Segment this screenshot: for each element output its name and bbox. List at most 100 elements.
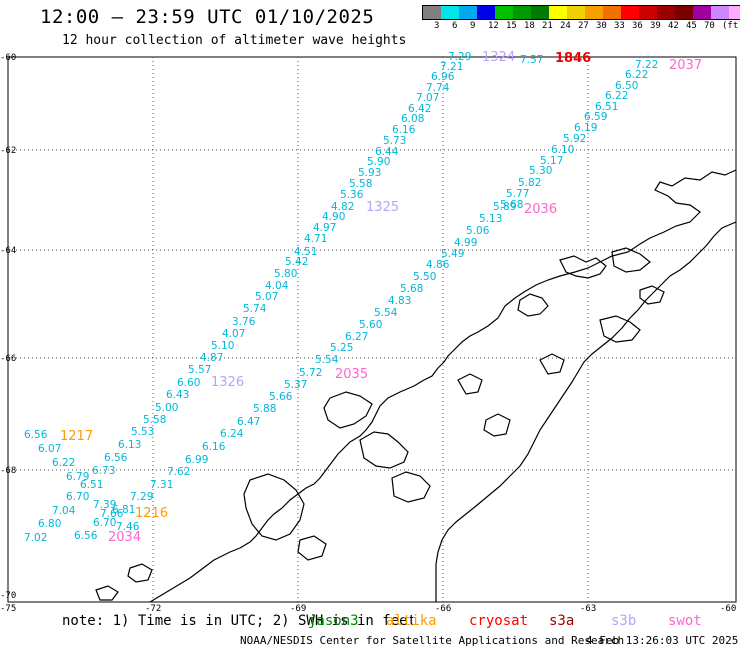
- swh-value: 5.73: [383, 135, 406, 147]
- color-scale-label: 9: [470, 21, 476, 31]
- swh-value: 6.44: [375, 146, 399, 158]
- swh-value: 5.93: [358, 167, 381, 179]
- color-scale-label: 21: [542, 21, 553, 31]
- swh-value: 7.74: [426, 82, 450, 94]
- swh-value: 6.51: [595, 101, 618, 113]
- swh-value: 7.66: [100, 508, 124, 520]
- swh-value: 5.89: [493, 201, 516, 213]
- swh-value: 4.04: [265, 280, 289, 292]
- swh-value: 6.96: [431, 71, 455, 83]
- swh-value: 5.25: [330, 342, 353, 354]
- swh-value: 5.17: [540, 155, 563, 167]
- lon-label: -75: [0, 604, 16, 612]
- color-scale-label: 6: [452, 21, 458, 31]
- swh-value: 4.51: [294, 246, 317, 258]
- swh-value: 6.59: [584, 111, 607, 123]
- swh-value: 4.87: [200, 352, 223, 364]
- swh-value: 6.99: [185, 454, 208, 466]
- lon-label: -72: [145, 604, 161, 612]
- lon-label: -63: [580, 604, 596, 612]
- satellite-name: altika: [386, 613, 437, 629]
- color-scale-label: 12: [488, 21, 499, 31]
- color-swatch: [711, 6, 729, 19]
- color-scale-label: 36: [632, 21, 643, 31]
- swh-value: 5.30: [529, 165, 552, 177]
- swh-value: 4.90: [322, 211, 345, 223]
- swh-value: 5.58: [143, 414, 166, 426]
- swh-value: 6.56: [24, 429, 48, 441]
- swh-value: 6.16: [202, 441, 226, 453]
- swh-value: 5.66: [269, 391, 293, 403]
- lat-label: -66: [0, 354, 16, 364]
- island-c: [517, 293, 549, 317]
- swh-value: 6.51: [80, 479, 103, 491]
- color-swatch: [513, 6, 531, 19]
- swh-value: 6.47: [237, 416, 260, 428]
- color-scale-label: (ft): [722, 21, 740, 31]
- satellite-name: jason3: [308, 613, 359, 629]
- swh-value: 5.13: [479, 213, 502, 225]
- wave-height-values: 7.29 7.57 7.21 6.96 7.74 7.07 6.42 6.08 …: [24, 51, 658, 544]
- track-time: 1325: [366, 200, 399, 215]
- swh-value: 7.46: [116, 521, 140, 533]
- ice-shelf-b: [391, 471, 431, 503]
- swh-value: 5.90: [367, 156, 390, 168]
- color-swatch: [459, 6, 477, 19]
- swh-value: 5.07: [255, 291, 278, 303]
- swh-value: 6.79: [66, 471, 89, 483]
- color-swatch: [531, 6, 549, 19]
- map-title: 12:00 – 23:59 UTC 01/10/2025: [40, 6, 375, 28]
- color-scale-label: 24: [560, 21, 571, 31]
- island-j: [539, 353, 565, 375]
- color-scale-label: 18: [524, 21, 535, 31]
- swh-value: 6.56: [104, 452, 128, 464]
- track-time: 2036: [524, 202, 557, 217]
- color-scale-label: 15: [506, 21, 517, 31]
- swh-value: 3.76: [232, 316, 256, 328]
- color-swatch: [621, 6, 639, 19]
- swh-value: 6.56: [74, 530, 98, 542]
- island-i: [483, 413, 511, 437]
- color-scale-label: 45: [686, 21, 697, 31]
- color-swatch: [549, 6, 567, 19]
- satellite-name: cryosat: [469, 613, 529, 629]
- lon-label: -66: [435, 604, 451, 612]
- swh-value: 5.00: [155, 402, 178, 414]
- swh-value: 6.27: [345, 331, 368, 343]
- color-swatch: [603, 6, 621, 19]
- color-swatch: [477, 6, 495, 19]
- graticule: [8, 57, 736, 602]
- swh-value: 6.50: [615, 80, 638, 92]
- lat-label: -68: [0, 466, 16, 476]
- color-swatch: [495, 6, 513, 19]
- swh-value: 7.57: [520, 54, 543, 66]
- swh-value: 6.80: [38, 518, 61, 530]
- color-swatch: [657, 6, 675, 19]
- lon-label: -60: [720, 604, 736, 612]
- satellite-name: s3a: [549, 613, 575, 629]
- swh-value: 4.07: [222, 328, 245, 340]
- swh-value: 6.70: [93, 517, 116, 529]
- swh-value: 7.39: [93, 499, 116, 511]
- swh-value: 5.37: [284, 379, 307, 391]
- lat-label: -60: [0, 53, 16, 63]
- swh-value: 4.83: [388, 295, 411, 307]
- swh-value: 5.10: [211, 340, 234, 352]
- color-scale-label: 42: [668, 21, 679, 31]
- swh-value: 5.54: [315, 354, 339, 366]
- swh-value: 5.72: [299, 367, 322, 379]
- lon-label: -69: [290, 604, 306, 612]
- swh-value: 6.22: [605, 90, 628, 102]
- lat-label: -62: [0, 146, 16, 156]
- swh-value: 7.21: [440, 61, 463, 73]
- inlet-west: [323, 391, 373, 429]
- color-scale-label: 27: [578, 21, 589, 31]
- swh-value: 7.31: [150, 479, 173, 491]
- map-subtitle: 12 hour collection of altimeter wave hei…: [62, 33, 407, 48]
- track-time: 2035: [335, 367, 368, 382]
- ice-shelf-a: [359, 431, 409, 469]
- lat-axis-labels: -60 -62 -64 -66 -68 -70: [0, 53, 16, 601]
- swh-value: 6.73: [92, 465, 115, 477]
- swh-value: 4.86: [426, 259, 450, 271]
- color-swatch: [729, 6, 740, 19]
